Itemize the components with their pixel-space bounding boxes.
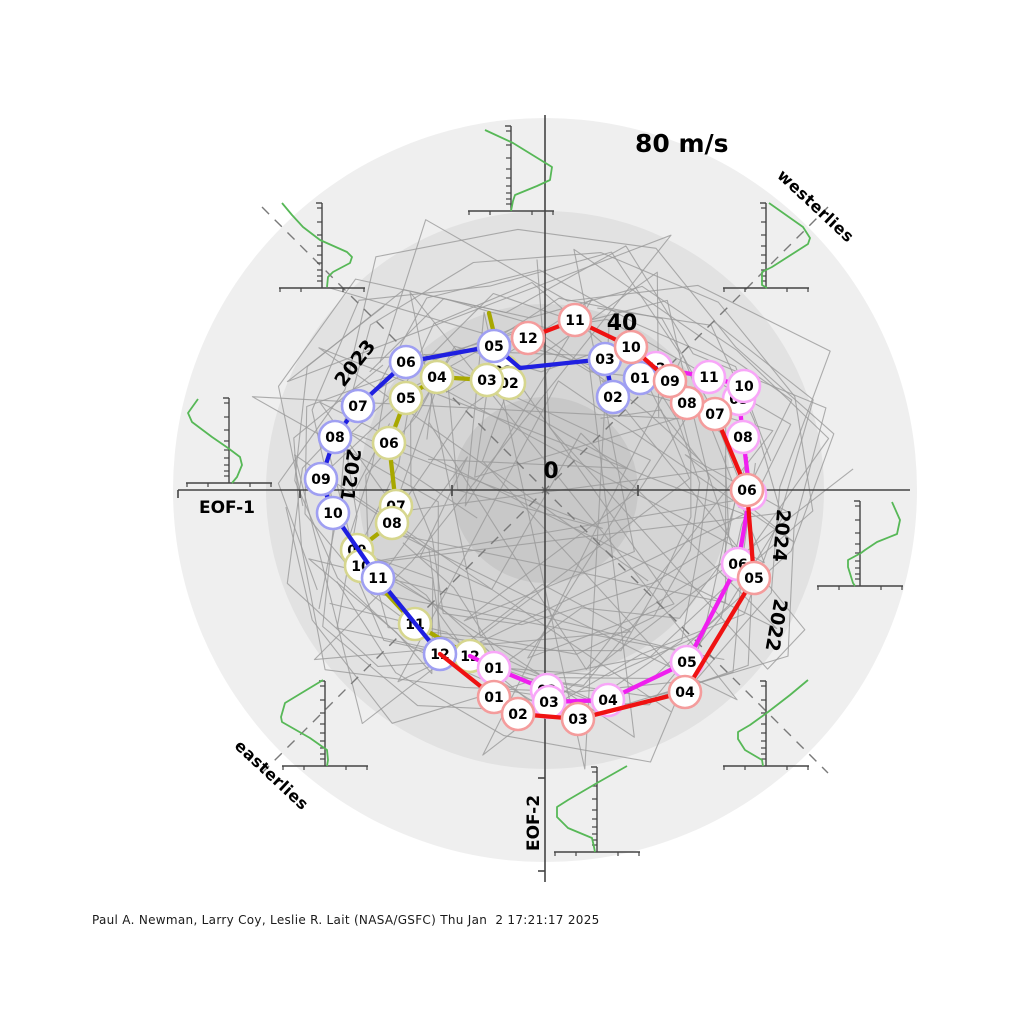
month-label: 02 — [603, 390, 622, 406]
month-label: 04 — [675, 685, 695, 701]
month-marker-2021-05 — [388, 380, 424, 416]
historical-trajectory — [318, 347, 795, 683]
month-marker-2021-08 — [374, 505, 410, 541]
historical-trajectory — [401, 291, 738, 701]
month-label: 01 — [630, 371, 649, 387]
profile-curve — [761, 202, 811, 289]
month-label: 03 — [595, 352, 614, 368]
month-marker-2021-03 — [469, 362, 505, 398]
wind-profile-northwest — [279, 202, 365, 292]
month-marker-2023-10 — [315, 495, 351, 531]
month-marker-2023-09 — [303, 461, 339, 497]
profile-curve — [556, 765, 628, 853]
month-marker-2023-07 — [340, 388, 376, 424]
month-label: 11 — [565, 313, 584, 329]
historical-trajectory — [277, 245, 827, 724]
profile-curve — [280, 679, 329, 767]
month-label: 02 — [508, 707, 527, 723]
wind-profile-east — [817, 500, 903, 590]
month-label: 04 — [598, 693, 618, 709]
month-label: 07 — [348, 399, 367, 415]
outer-ring-speed-label: 80 m/s — [635, 129, 729, 158]
month-label: 10 — [621, 340, 641, 356]
profile-curve — [847, 501, 901, 587]
month-label: 04 — [427, 370, 447, 386]
mid-ring-speed-label: 40 — [607, 311, 638, 336]
historical-trajectory — [423, 353, 692, 690]
month-marker-2022-10 — [726, 368, 762, 404]
month-label: 08 — [382, 516, 401, 532]
month-marker-2021-04 — [419, 359, 455, 395]
trajectory-2022: 2022010203040506070809101112 — [467, 350, 791, 720]
eof2-axis-label: EOF-2 — [524, 795, 544, 851]
historical-trajectory — [428, 259, 806, 671]
month-marker-2024-09 — [652, 363, 688, 399]
year-trajectories: 2021010203040506070809101112202201020304… — [303, 302, 795, 737]
month-marker-2024-05 — [736, 560, 772, 596]
month-label: 05 — [396, 391, 415, 407]
month-marker-2024-01 — [476, 679, 512, 715]
month-marker-2022-11 — [691, 359, 727, 395]
historical-trajectory — [293, 219, 831, 693]
month-marker-2023-06 — [388, 344, 424, 380]
month-label: 06 — [379, 436, 398, 452]
year-label-2024: 2024 — [768, 508, 795, 563]
month-label: 10 — [734, 379, 754, 395]
historical-trajectory — [365, 341, 734, 665]
credit-line: Paul A. Newman, Larry Coy, Leslie R. Lai… — [92, 913, 600, 927]
month-label: 01 — [484, 661, 503, 677]
month-label: 11 — [699, 370, 718, 386]
profile-curve — [187, 398, 243, 484]
month-marker-2024-03 — [560, 701, 596, 737]
profile-curve — [484, 129, 553, 212]
month-label: 08 — [325, 430, 344, 446]
month-label: 08 — [733, 430, 752, 446]
month-label: 08 — [677, 396, 696, 412]
month-marker-2021-06 — [371, 425, 407, 461]
month-marker-2024-06 — [729, 472, 765, 508]
month-label: 03 — [539, 695, 558, 711]
historical-trajectory — [320, 281, 749, 677]
wind-profile-west — [186, 397, 272, 487]
profile-curve — [281, 202, 353, 288]
main-axes — [177, 115, 910, 882]
month-label: 12 — [518, 331, 537, 347]
profile-curve — [737, 679, 809, 767]
month-label: 06 — [737, 483, 756, 499]
month-label: 05 — [484, 339, 503, 355]
month-marker-2024-04 — [667, 674, 703, 710]
month-label: 11 — [368, 571, 387, 587]
month-marker-2024-11 — [557, 302, 593, 338]
historical-trajectory — [308, 287, 704, 738]
month-marker-2023-05 — [476, 328, 512, 364]
month-marker-2023-08 — [317, 419, 353, 455]
month-marker-2023-11 — [360, 560, 396, 596]
wind-profile-south — [554, 765, 640, 856]
center-zero-label: 0 — [543, 459, 558, 484]
month-label: 03 — [477, 373, 496, 389]
wind-profile-southeast — [723, 679, 809, 770]
historical-trajectory — [277, 228, 835, 763]
historical-trajectory — [345, 271, 660, 529]
month-marker-2024-02 — [500, 696, 536, 732]
month-marker-2024-10 — [613, 329, 649, 365]
month-label: 05 — [744, 571, 763, 587]
wind-profile-insets — [186, 125, 903, 856]
trajectory-2024: 2024 01 02 03 04 05 06 07 08 09 10 11 12 — [437, 302, 795, 737]
month-marker-2024-12 — [510, 320, 546, 356]
wind-profile-north — [468, 125, 554, 215]
month-label: 05 — [677, 655, 696, 671]
month-label: 06 — [396, 355, 415, 371]
eof1-axis-label: EOF-1 — [199, 498, 255, 518]
month-marker-2023-02 — [595, 379, 631, 415]
month-label: 07 — [705, 407, 724, 423]
month-label: 03 — [568, 712, 587, 728]
month-label: 10 — [323, 506, 343, 522]
month-label: 09 — [311, 472, 330, 488]
month-label: 09 — [660, 374, 679, 390]
wind-profile-northeast — [723, 202, 811, 292]
month-label: 01 — [484, 690, 503, 706]
wind-profile-southwest — [280, 679, 368, 770]
